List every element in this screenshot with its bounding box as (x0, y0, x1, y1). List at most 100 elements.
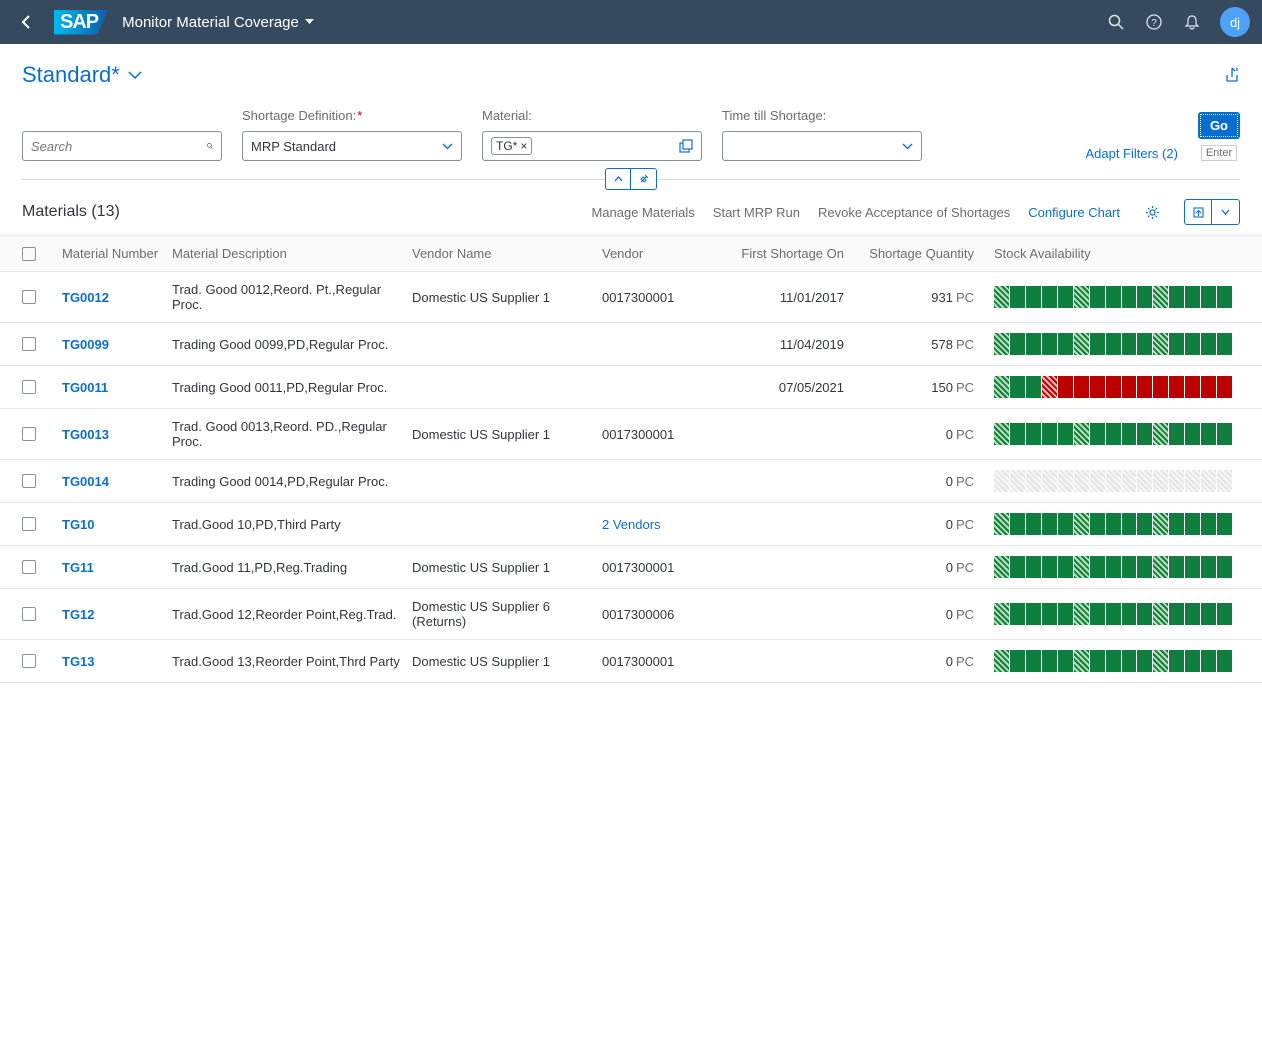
row-checkbox[interactable] (22, 290, 36, 304)
stock-segment (1169, 376, 1184, 398)
export-menu-button[interactable] (1212, 199, 1240, 225)
row-checkbox[interactable] (22, 654, 36, 668)
variant-selector[interactable]: Standard* (22, 62, 142, 88)
stock-segment (1042, 513, 1057, 535)
start-mrp-link[interactable]: Start MRP Run (713, 205, 800, 220)
stock-segment (1217, 286, 1232, 308)
stock-segment (1137, 333, 1152, 355)
vendor-id: 0017300006 (602, 607, 722, 622)
stock-segment (1153, 333, 1168, 355)
stock-segment (1137, 603, 1152, 625)
col-vendor-name[interactable]: Vendor Name (412, 246, 602, 261)
material-label: Material: (482, 108, 702, 123)
table-row: TG12Trad.Good 12,Reorder Point,Reg.Trad.… (0, 589, 1262, 640)
col-material-desc[interactable]: Material Description (172, 246, 412, 261)
stock-segment (1185, 286, 1200, 308)
material-number-link[interactable]: TG0012 (62, 290, 109, 305)
search-icon[interactable] (207, 139, 213, 153)
collapse-filter-button[interactable] (605, 168, 631, 190)
stock-segment (1090, 650, 1105, 672)
stock-segment (1185, 603, 1200, 625)
col-shortage-qty[interactable]: Shortage Quantity (852, 246, 982, 261)
material-input[interactable]: TG* × (482, 131, 702, 161)
app-title-dropdown[interactable]: Monitor Material Coverage (122, 14, 314, 31)
table-toolbar: Materials (13) Manage Materials Start MR… (0, 189, 1262, 236)
stock-segment (1201, 513, 1216, 535)
search-icon[interactable] (1106, 12, 1126, 32)
vendor-name: Domestic US Supplier 1 (412, 427, 602, 442)
settings-icon[interactable] (1138, 199, 1166, 225)
row-checkbox[interactable] (22, 380, 36, 394)
row-checkbox[interactable] (22, 337, 36, 351)
table-header-row: Material Number Material Description Ven… (0, 236, 1262, 272)
help-icon[interactable]: ? (1144, 12, 1164, 32)
table-row: TG13Trad.Good 13,Reorder Point,Thrd Part… (0, 640, 1262, 683)
chevron-down-icon (128, 71, 142, 80)
material-number-link[interactable]: TG10 (62, 517, 95, 532)
stock-segment (1122, 650, 1137, 672)
stock-segment (1201, 650, 1216, 672)
export-button[interactable] (1184, 199, 1212, 225)
stock-segment (994, 376, 1009, 398)
row-checkbox[interactable] (22, 474, 36, 488)
user-avatar[interactable]: dj (1220, 7, 1250, 37)
material-number-link[interactable]: TG12 (62, 607, 95, 622)
shortage-quantity: 0PC (852, 607, 982, 622)
share-icon[interactable] (1224, 67, 1240, 83)
stock-segment (1074, 333, 1089, 355)
materials-table: Material Number Material Description Ven… (0, 236, 1262, 683)
material-number-link[interactable]: TG0014 (62, 474, 109, 489)
revoke-shortages-link[interactable]: Revoke Acceptance of Shortages (818, 205, 1010, 220)
material-description: Trad. Good 0013,Reord. PD.,Regular Proc. (172, 419, 412, 449)
shortage-quantity: 0PC (852, 654, 982, 669)
stock-segment (994, 470, 1009, 492)
row-checkbox[interactable] (22, 560, 36, 574)
material-number-link[interactable]: TG0011 (62, 380, 108, 395)
stock-segment (1137, 376, 1152, 398)
value-help-icon[interactable] (679, 139, 693, 153)
stock-segment (1122, 556, 1137, 578)
col-first-shortage[interactable]: First Shortage On (722, 246, 852, 261)
notification-icon[interactable] (1182, 12, 1202, 32)
stock-availability-chart (994, 333, 1232, 355)
row-checkbox[interactable] (22, 427, 36, 441)
select-all-checkbox[interactable] (22, 247, 36, 261)
stock-segment (1137, 513, 1152, 535)
stock-segment (1042, 423, 1057, 445)
stock-segment (1058, 333, 1073, 355)
pin-filter-button[interactable] (631, 168, 657, 190)
material-number-link[interactable]: TG0099 (62, 337, 109, 352)
user-initials: dj (1230, 15, 1240, 30)
back-button[interactable] (12, 8, 40, 36)
stock-segment (1090, 470, 1105, 492)
stock-availability-chart (994, 556, 1232, 578)
search-input[interactable] (31, 139, 207, 154)
stock-segment (994, 423, 1009, 445)
go-button[interactable]: Go (1198, 112, 1240, 139)
shortage-def-select[interactable]: MRP Standard (242, 131, 462, 161)
material-number-link[interactable]: TG11 (62, 560, 94, 575)
vendor-id: 0017300001 (602, 654, 722, 669)
time-select[interactable] (722, 131, 922, 161)
material-number-link[interactable]: TG13 (62, 654, 95, 669)
material-number-link[interactable]: TG0013 (62, 427, 109, 442)
adapt-filters-link[interactable]: Adapt Filters (2) (1085, 146, 1177, 161)
table-row: TG0013 Trad. Good 0013,Reord. PD.,Regular… (0, 409, 1262, 460)
material-token: TG* × (491, 137, 532, 155)
shortage-quantity: 150PC (852, 380, 982, 395)
stock-segment (1026, 513, 1041, 535)
configure-chart-link[interactable]: Configure Chart (1028, 205, 1120, 220)
col-vendor[interactable]: Vendor (602, 246, 722, 261)
stock-segment (1106, 650, 1121, 672)
material-token-text: TG* (496, 139, 517, 153)
row-checkbox[interactable] (22, 607, 36, 621)
svg-text:?: ? (1151, 18, 1157, 29)
token-remove-icon[interactable]: × (520, 139, 527, 153)
manage-materials-link[interactable]: Manage Materials (591, 205, 694, 220)
vendor-link[interactable]: 2 Vendors (602, 517, 661, 532)
variant-name: Standard* (22, 62, 120, 88)
stock-segment (1137, 470, 1152, 492)
row-checkbox[interactable] (22, 517, 36, 531)
col-stock-avail[interactable]: Stock Availability (982, 246, 1240, 261)
col-material-number[interactable]: Material Number (62, 246, 172, 261)
